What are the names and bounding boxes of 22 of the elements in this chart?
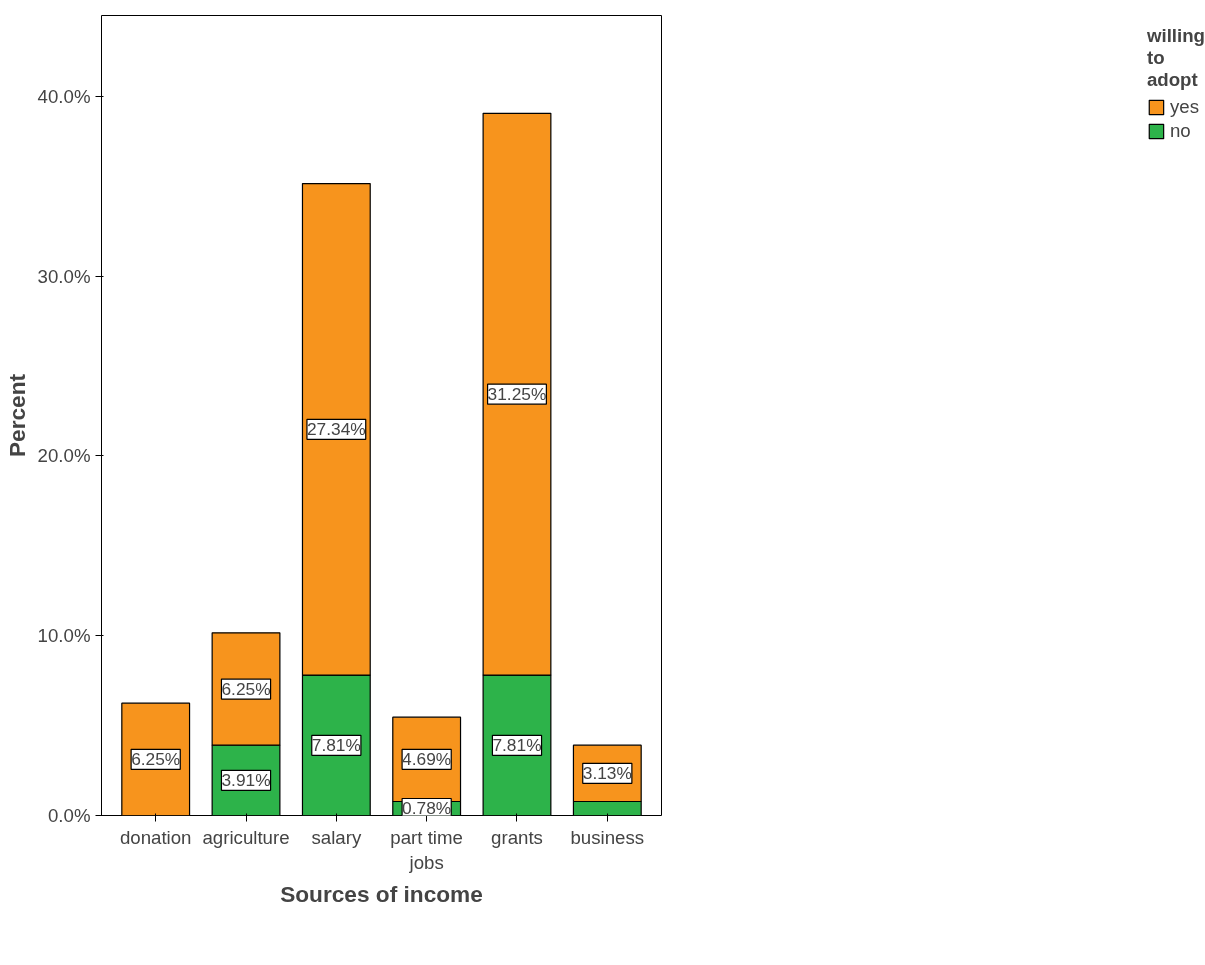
y-tick-label: 0.0%	[47, 805, 91, 826]
y-axis-title: Percent	[3, 373, 30, 458]
x-tick-label: agriculture	[202, 826, 290, 848]
legend-label: no	[1169, 120, 1191, 142]
data-label: 31.25%	[487, 384, 547, 405]
data-label: 27.34%	[306, 419, 366, 440]
x-tick-label: grants	[491, 826, 543, 848]
data-label: 3.13%	[582, 763, 632, 784]
y-tick-label: 40.0%	[37, 85, 91, 107]
x-tick-label: donation	[119, 826, 192, 848]
data-label: 7.81%	[492, 735, 542, 756]
y-tick-label: 20.0%	[37, 445, 91, 467]
x-tick-label: salary	[311, 826, 362, 848]
data-label: 6.25%	[221, 679, 271, 700]
y-tick-label: 10.0%	[37, 625, 91, 647]
x-tick-label: part time jobs	[390, 826, 463, 873]
x-tick-label: business	[570, 826, 645, 848]
data-label: 6.25%	[131, 749, 181, 770]
legend-label: yes	[1169, 96, 1199, 118]
x-axis-title: Sources of income	[280, 880, 483, 907]
data-label: 3.91%	[221, 770, 271, 791]
y-tick-label: 30.0%	[37, 265, 91, 287]
